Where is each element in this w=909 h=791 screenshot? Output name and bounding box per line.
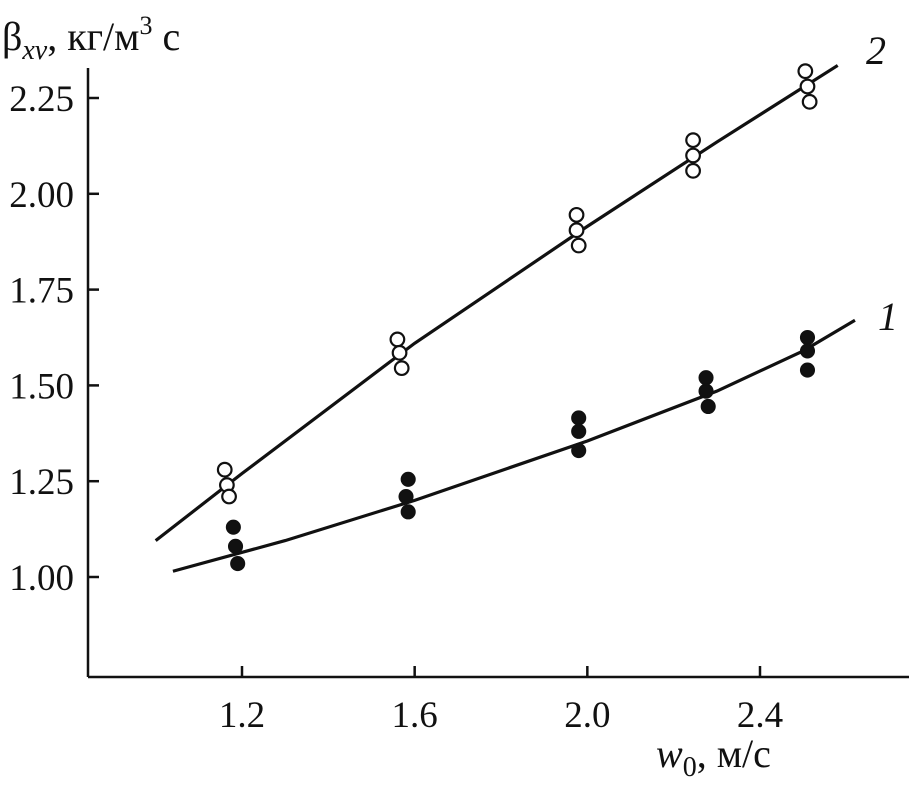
- data-point-series-2: [393, 360, 410, 377]
- x-tick-label: 2.4: [737, 695, 783, 736]
- data-point-series-2: [570, 237, 587, 254]
- data-point-series-2: [568, 222, 585, 239]
- data-point-series-1: [698, 370, 714, 386]
- data-point-series-1: [571, 442, 587, 459]
- data-point-series-1: [227, 538, 244, 554]
- data-point-series-2: [685, 132, 701, 149]
- data-point-series-2: [685, 162, 701, 179]
- y-tick-label: 1.25: [9, 462, 74, 503]
- y-axis-title: βxv, кг/м3 с: [2, 11, 180, 66]
- data-points: [216, 63, 818, 572]
- ticks: 1.2 1.6 2.0 2.4 1.00 1.25 1.50 1.75 2.00 2.25: [9, 79, 783, 736]
- series-label-2: 2: [866, 28, 886, 73]
- y-tick-label: 1.00: [9, 558, 74, 599]
- data-point-series-2: [568, 206, 585, 223]
- series-label-1: 1: [878, 294, 898, 339]
- data-point-series-1: [700, 398, 716, 415]
- y-tick-label: 2.25: [9, 79, 74, 120]
- x-axis-title: w0, м/с: [656, 731, 771, 783]
- data-point-series-1: [799, 329, 816, 346]
- axes: [86, 68, 909, 679]
- fit-lines: [154, 64, 856, 573]
- y-tick-label: 1.50: [9, 366, 74, 407]
- fit-line-series-1: [172, 318, 856, 573]
- data-point-series-1: [230, 556, 246, 572]
- fit-line-series-2: [154, 64, 839, 542]
- data-point-series-1: [400, 504, 416, 520]
- data-point-series-1: [225, 519, 241, 535]
- data-point-series-2: [391, 344, 408, 361]
- data-point-series-1: [799, 343, 816, 359]
- data-point-series-2: [685, 147, 701, 164]
- x-tick-label: 1.2: [219, 695, 265, 736]
- x-tick-label: 1.6: [392, 695, 438, 736]
- x-tick-label: 2.0: [564, 695, 610, 736]
- data-point-series-2: [221, 488, 237, 505]
- data-point-series-1: [571, 423, 587, 439]
- data-point-series-2: [389, 331, 406, 348]
- data-point-series-2: [801, 93, 818, 110]
- data-point-series-1: [799, 362, 816, 378]
- data-point-series-2: [216, 461, 233, 478]
- y-tick-label: 1.75: [9, 271, 74, 312]
- data-point-series-1: [698, 383, 714, 399]
- data-point-series-1: [571, 410, 587, 426]
- data-point-series-1: [400, 471, 416, 487]
- data-point-series-2: [797, 63, 814, 80]
- data-point-series-1: [398, 488, 414, 505]
- data-point-series-2: [799, 78, 816, 95]
- y-tick-label: 2.00: [9, 175, 74, 216]
